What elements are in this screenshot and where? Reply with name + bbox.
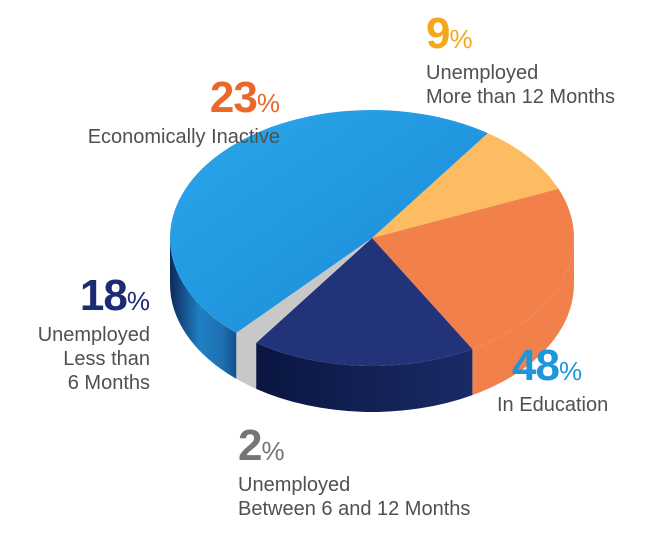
pie-side-wall [170, 238, 237, 379]
pie-slice [372, 188, 574, 350]
percent-sign: % [558, 356, 583, 386]
percent-sign: % [449, 24, 473, 54]
slice-label-line: Economically Inactive [87, 125, 280, 148]
slice-label-line: Unemployed [238, 473, 351, 496]
slice-label-line: In Education [497, 393, 609, 416]
slice-value: 48 [512, 341, 560, 390]
slice-value: 9 [426, 9, 451, 58]
slice-value: 2 [238, 421, 263, 470]
pie-slice [372, 133, 559, 238]
slice-label-economically-inactive: 23% Economically Inactive [40, 72, 280, 149]
pie-slice [256, 238, 473, 366]
slice-label-in-education: 48% In Education [460, 340, 650, 417]
slice-label-line: 6 Months [67, 371, 150, 394]
slice-label-unemployed-under-6: 18% Unemployed Less than 6 Months [0, 270, 150, 395]
pie-side-wall [256, 342, 473, 412]
slice-label-line: Unemployed [426, 61, 539, 84]
pie-side-wall [472, 238, 574, 396]
slice-value: 23 [209, 73, 258, 122]
percent-sign: % [261, 436, 285, 466]
slice-label-line: Unemployed [37, 323, 150, 346]
slice-value: 18 [79, 271, 128, 320]
slice-label-unemployed-6-to-12: 2% Unemployed Between 6 and 12 Months [238, 420, 470, 521]
slice-label-unemployed-12plus: 9% Unemployed More than 12 Months [426, 8, 615, 109]
percent-sign: % [126, 286, 150, 316]
slice-label-line: Less than [63, 347, 150, 370]
percent-sign: % [256, 88, 280, 118]
pie-side-wall [236, 332, 257, 389]
slice-label-line: Between 6 and 12 Months [238, 497, 471, 520]
pie-slice [236, 238, 372, 343]
pie-slice [170, 110, 488, 333]
slice-label-line: More than 12 Months [426, 85, 615, 108]
